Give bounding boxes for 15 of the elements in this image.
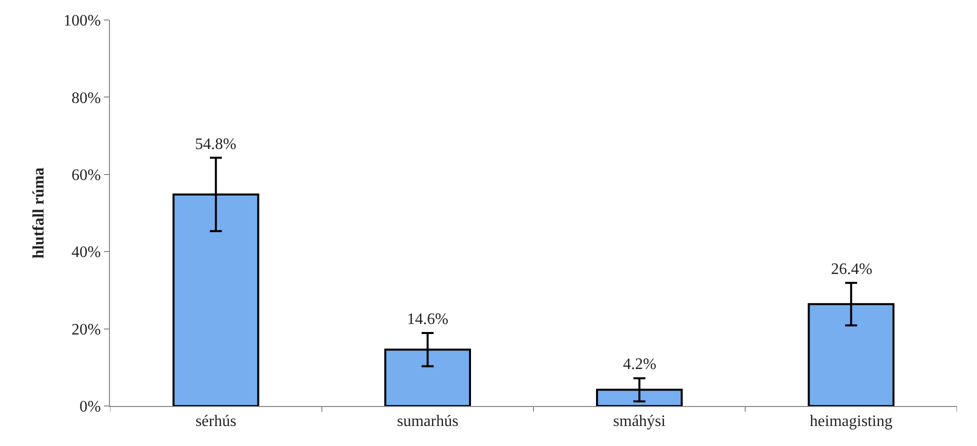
data-label: 26.4% <box>831 261 872 278</box>
y-tick-label: 80% <box>71 90 101 107</box>
x-tick-label: sérhús <box>195 413 236 430</box>
data-label: 4.2% <box>623 356 656 373</box>
x-tick-label: heimagisting <box>810 413 892 430</box>
data-label: 14.6% <box>407 311 448 328</box>
y-tick-label: 40% <box>71 244 101 262</box>
y-tick-label: 20% <box>71 321 101 338</box>
x-tick-label: smáhýsi <box>613 413 666 430</box>
y-tick-label: 100% <box>63 12 101 30</box>
y-tick-label: 0% <box>79 398 101 416</box>
data-label: 54.8% <box>195 136 236 153</box>
y-axis-title: hlutfall rúma <box>30 167 48 259</box>
x-tick-label: sumarhús <box>396 413 458 430</box>
y-tick-label: 60% <box>71 167 101 184</box>
